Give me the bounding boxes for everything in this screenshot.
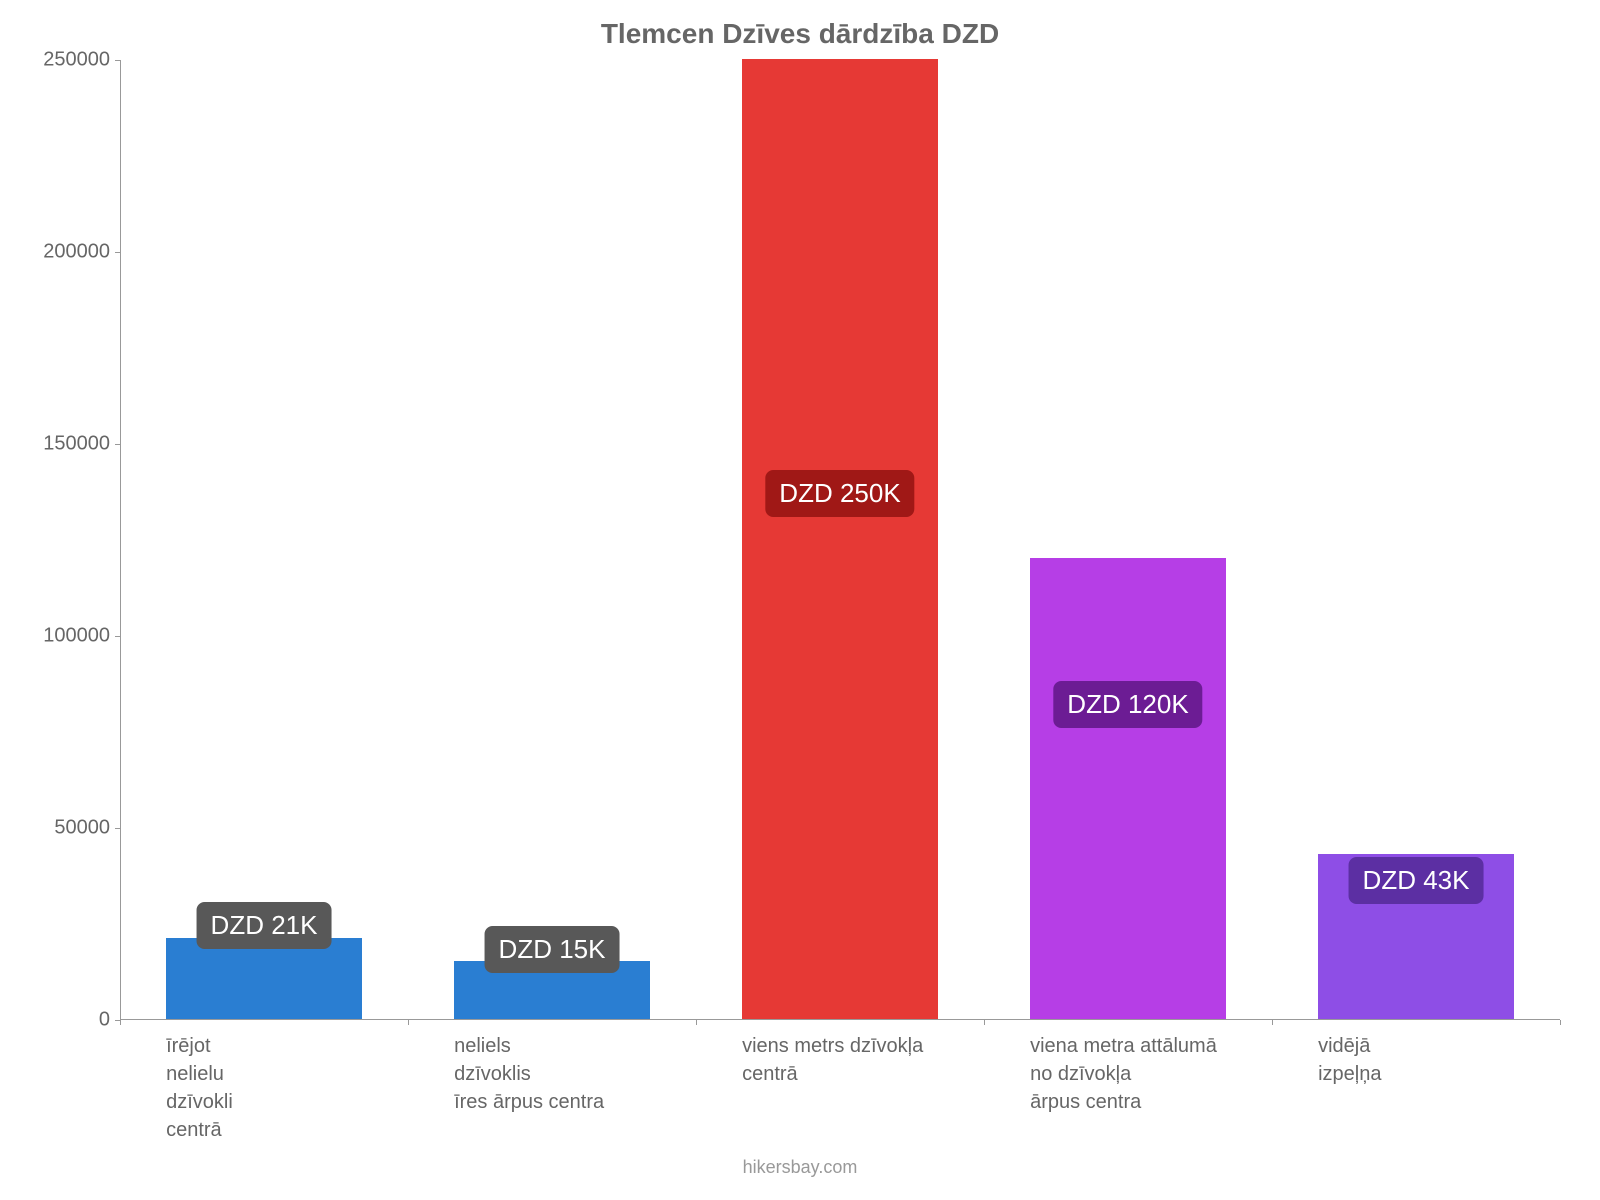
chart-container: Tlemcen Dzīves dārdzība DZD 050000100000… <box>0 0 1600 1200</box>
y-tick-mark <box>115 636 120 637</box>
bar-value-label: DZD 15K <box>485 926 620 973</box>
x-axis <box>120 1019 1560 1020</box>
y-tick-label: 0 <box>40 1009 110 1032</box>
bar-value-label: DZD 250K <box>765 470 914 517</box>
footer-credit: hikersbay.com <box>0 1157 1600 1178</box>
x-axis-label: viena metra attālumā no dzīvokļa ārpus c… <box>1030 1032 1266 1116</box>
y-tick-mark <box>115 252 120 253</box>
y-tick-mark <box>115 444 120 445</box>
bar <box>1030 558 1226 1019</box>
plot-area: 050000100000150000200000250000DZD 21Kīrē… <box>120 60 1560 1020</box>
y-axis <box>120 60 121 1020</box>
x-axis-label: neliels dzīvoklis īres ārpus centra <box>454 1032 690 1116</box>
y-tick-label: 100000 <box>40 625 110 648</box>
x-axis-label: viens metrs dzīvokļa centrā <box>742 1032 978 1088</box>
bar-value-label: DZD 21K <box>197 902 332 949</box>
y-tick-label: 50000 <box>40 817 110 840</box>
x-tick-mark <box>696 1020 697 1025</box>
x-tick-mark <box>120 1020 121 1025</box>
y-tick-label: 150000 <box>40 433 110 456</box>
bar-value-label: DZD 120K <box>1053 681 1202 728</box>
y-tick-label: 200000 <box>40 241 110 264</box>
x-tick-mark <box>1272 1020 1273 1025</box>
y-tick-mark <box>115 828 120 829</box>
x-axis-label: īrējot nelielu dzīvokli centrā <box>166 1032 402 1144</box>
bar <box>166 938 362 1019</box>
bar-value-label: DZD 43K <box>1349 857 1484 904</box>
x-tick-mark <box>984 1020 985 1025</box>
x-tick-mark <box>1560 1020 1561 1025</box>
x-tick-mark <box>408 1020 409 1025</box>
y-tick-mark <box>115 60 120 61</box>
bar <box>742 59 938 1019</box>
y-tick-label: 250000 <box>40 49 110 72</box>
chart-title: Tlemcen Dzīves dārdzība DZD <box>0 18 1600 50</box>
x-axis-label: vidējā izpeļņa <box>1318 1032 1554 1088</box>
